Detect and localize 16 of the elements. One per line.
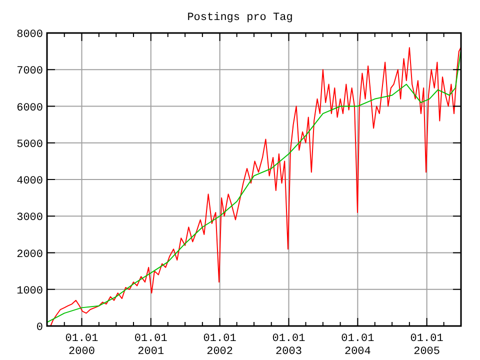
x-tick-label: 01.01 2003 bbox=[272, 333, 306, 358]
y-tick-label: 2000 bbox=[16, 248, 43, 261]
x-tick-label: 01.01 2005 bbox=[410, 333, 444, 358]
x-tick-label: 01.01 2001 bbox=[134, 333, 168, 358]
y-tick-label: 6000 bbox=[16, 102, 43, 114]
x-tick-label: 01.01 2004 bbox=[341, 333, 375, 358]
y-tick-label: 7000 bbox=[16, 66, 43, 78]
y-tick-label: 0 bbox=[36, 322, 43, 334]
y-tick-label: 8000 bbox=[16, 29, 43, 41]
x-tick-label: 01.01 2000 bbox=[65, 333, 99, 358]
y-tick-label: 5000 bbox=[16, 138, 43, 151]
y-tick-label: 3000 bbox=[16, 212, 43, 224]
chart-title: Postings pro Tag bbox=[187, 12, 293, 24]
x-tick-label: 01.01 2002 bbox=[203, 333, 237, 358]
y-tick-label: 4000 bbox=[16, 176, 43, 188]
y-tick-label: 1000 bbox=[16, 285, 43, 298]
